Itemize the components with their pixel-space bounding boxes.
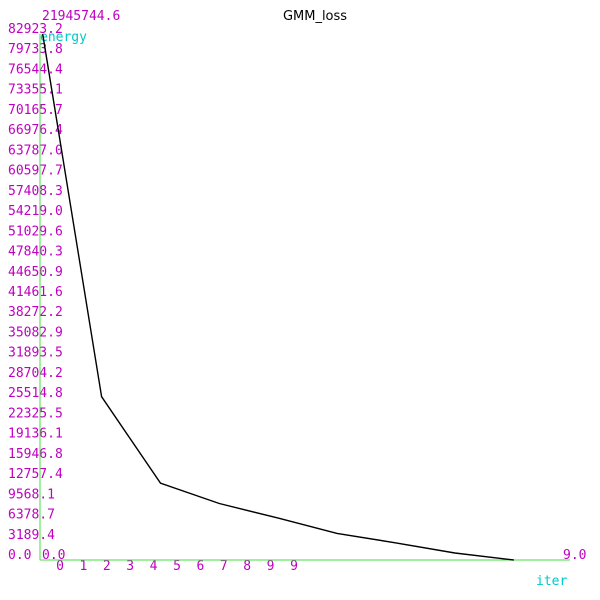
y-tick-label: 19136.1	[8, 427, 63, 442]
y-top-value: 21945744.6	[42, 9, 120, 24]
y-axis-title: energy	[40, 30, 87, 45]
y-tick-label: 63787.0	[8, 143, 63, 158]
y-tick-label: 44650.9	[8, 265, 63, 280]
y-tick-label: 15946.8	[8, 447, 63, 462]
x-tick-label: 8	[243, 559, 251, 574]
y-tick-label: 54219.0	[8, 204, 63, 219]
y-tick-label: 22325.5	[8, 406, 63, 421]
y-tick-labels: 0.0 3189.4 6378.7 9568.1 12757.4 15946.8 19136…	[8, 22, 63, 563]
x-end-label: 9.0	[563, 548, 586, 563]
y-tick-label: 60597.7	[8, 164, 63, 179]
x-axis-title: iter	[536, 574, 567, 589]
x-tick-label: 2	[103, 559, 111, 574]
y-tick-label: 9568.1	[8, 487, 55, 502]
x-tick-label: 3	[126, 559, 134, 574]
y-tick-label: 76544.4	[8, 63, 63, 78]
x-tick-label: 1	[79, 559, 87, 574]
y-tick-label: 12757.4	[8, 467, 63, 482]
y-tick-label: 82923.2	[8, 22, 63, 37]
x-tick-label: 4	[150, 559, 158, 574]
y-tick-label: 28704.2	[8, 366, 63, 381]
x-tick-label: 0	[56, 559, 64, 574]
y-tick-label: 70165.7	[8, 103, 63, 118]
series-line	[42, 33, 514, 561]
x-tick-label: 5	[173, 559, 181, 574]
y-tick-label: 38272.2	[8, 305, 63, 320]
y-tick-label: 35082.9	[8, 326, 63, 341]
y-tick-label: 0.0	[8, 548, 31, 563]
y-tick-label: 47840.3	[8, 245, 63, 260]
y-tick-label: 41461.6	[8, 285, 63, 300]
x-tick-label: 9	[267, 559, 275, 574]
x-tick-label: 7	[220, 559, 228, 574]
origin-x-label: 0.0	[42, 548, 65, 563]
x-tick-label: 9	[290, 559, 298, 574]
y-tick-label: 3189.4	[8, 528, 55, 543]
y-tick-label: 51029.6	[8, 224, 63, 239]
y-tick-label: 57408.3	[8, 184, 63, 199]
y-tick-label: 6378.7	[8, 508, 55, 523]
y-tick-label: 25514.8	[8, 386, 63, 401]
y-tick-label: 73355.1	[8, 83, 63, 98]
chart-title: GMM_loss	[283, 9, 347, 24]
y-tick-label: 79733.8	[8, 42, 63, 57]
y-tick-label: 66976.4	[8, 123, 63, 138]
y-tick-label: 31893.5	[8, 346, 63, 361]
x-tick-label: 6	[196, 559, 204, 574]
